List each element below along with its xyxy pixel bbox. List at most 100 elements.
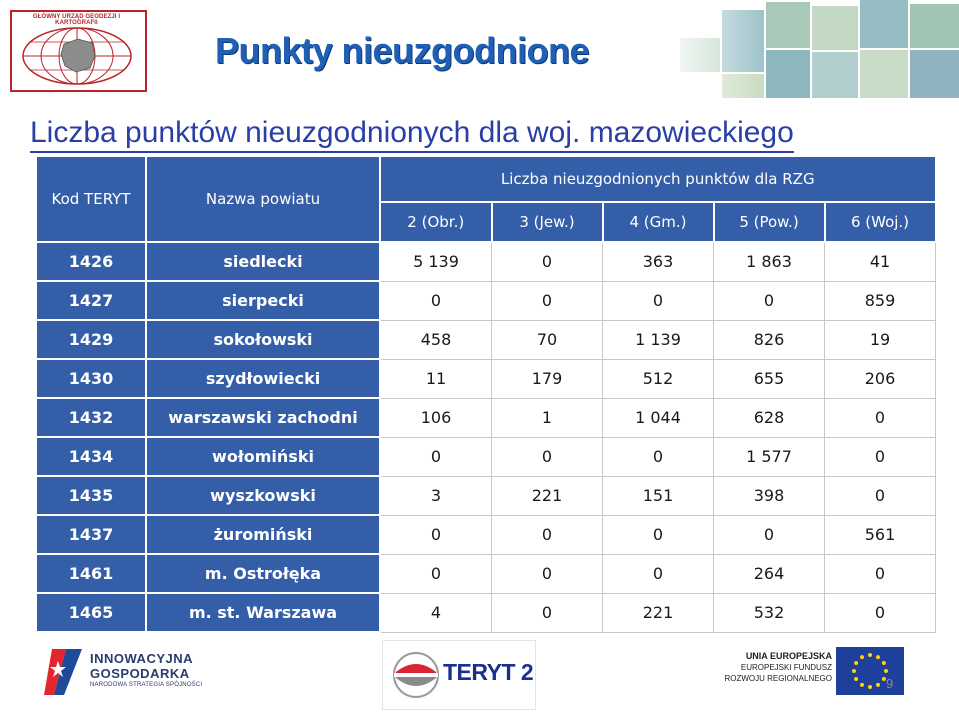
cell-value: 70 [491,319,603,360]
cell-value: 1 044 [602,397,714,438]
data-table: Kod TERYT Nazwa powiatu Liczba nieuzgodn… [35,155,937,633]
table-row: 1465 m. st. Warszawa 4 0 221 532 0 [35,592,936,633]
cell-value: 3 [379,475,492,516]
table-subtitle: Liczba punktów nieuzgodnionych dla woj. … [30,116,794,153]
cell-value: 106 [379,397,492,438]
column-header-nazwa-powiatu: Nazwa powiatu [145,155,381,243]
cell-value: 0 [824,475,936,516]
ig-star-icon [44,649,82,695]
cell-nazwa: m. Ostrołęka [145,553,381,594]
eu-line-3: ROZWOJU REGIONALNEGO [724,674,832,683]
cell-value: 0 [379,514,492,555]
cell-value: 0 [491,592,603,633]
cell-value: 532 [713,592,825,633]
cell-value: 1 577 [713,436,825,477]
cell-value: 11 [379,358,492,399]
cell-nazwa: m. st. Warszawa [145,592,381,633]
cell-kod: 1434 [35,436,147,477]
column-header-pow: 5 (Pow.) [712,201,826,243]
cell-value: 206 [824,358,936,399]
column-header-woj: 6 (Woj.) [823,201,937,243]
cell-value: 41 [824,241,936,282]
table-row: 1437 żuromiński 0 0 0 0 561 [35,514,936,555]
cell-value: 0 [602,436,714,477]
ig-line-3: NARODOWA STRATEGIA SPÓJNOŚCI [90,682,203,688]
eu-flag-icon [836,647,904,695]
cell-nazwa: wołomiński [145,436,381,477]
table-row: 1435 wyszkowski 3 221 151 398 0 [35,475,936,516]
ig-line-2: GOSPODARKA [90,666,190,681]
cell-value: 398 [713,475,825,516]
gugik-logo: GŁÓWNY URZĄD GEODEZJI I KARTOGRAFII [10,10,147,92]
globe-icon [22,27,132,85]
footer: INNOWACYJNA GOSPODARKA NARODOWA STRATEGI… [0,633,959,718]
cell-kod: 1461 [35,553,147,594]
cell-kod: 1429 [35,319,147,360]
cell-value: 0 [602,514,714,555]
cell-value: 0 [491,241,603,282]
cell-value: 1 863 [713,241,825,282]
cell-kod: 1435 [35,475,147,516]
cell-value: 0 [824,436,936,477]
table-row: 1427 sierpecki 0 0 0 0 859 [35,280,936,321]
gugik-logo-caption: GŁÓWNY URZĄD GEODEZJI I KARTOGRAFII [32,14,121,26]
cell-value: 221 [491,475,603,516]
cell-value: 19 [824,319,936,360]
cell-kod: 1426 [35,241,147,282]
cell-value: 0 [491,280,603,321]
cell-value: 0 [379,436,492,477]
cell-value: 0 [713,514,825,555]
cell-value: 0 [713,280,825,321]
column-header-jew: 3 (Jew.) [490,201,604,243]
map-mosaic-image [660,0,959,102]
cell-value: 561 [824,514,936,555]
cell-value: 179 [491,358,603,399]
cell-value: 0 [379,553,492,594]
cell-value: 0 [824,592,936,633]
cell-kod: 1437 [35,514,147,555]
innowacyjna-gospodarka-logo: INNOWACYJNA GOSPODARKA NARODOWA STRATEGI… [42,645,212,705]
column-header-gm: 4 (Gm.) [601,201,715,243]
cell-nazwa: wyszkowski [145,475,381,516]
cell-value: 0 [491,514,603,555]
cell-value: 0 [824,553,936,594]
page-title: Punkty nieuzgodnione [215,30,590,71]
table-row: 1430 szydłowiecki 11 179 512 655 206 [35,358,936,399]
ig-line-1: INNOWACYJNA [90,651,194,666]
eu-line-1: UNIA EUROPEJSKA [745,651,832,661]
table-row: 1429 sokołowski 458 70 1 139 826 19 [35,319,936,360]
cell-value: 0 [491,553,603,594]
column-header-kod-teryt: Kod TERYT [35,155,147,243]
data-table-container: Kod TERYT Nazwa powiatu Liczba nieuzgodn… [35,155,937,633]
cell-kod: 1432 [35,397,147,438]
cell-value: 1 [491,397,603,438]
cell-value: 264 [713,553,825,594]
cell-value: 655 [713,358,825,399]
cell-value: 4 [379,592,492,633]
eu-line-2: EUROPEJSKI FUNDUSZ [740,663,832,672]
cell-nazwa: sierpecki [145,280,381,321]
column-header-obr: 2 (Obr.) [379,201,493,243]
cell-value: 151 [602,475,714,516]
cell-value: 221 [602,592,714,633]
cell-kod: 1427 [35,280,147,321]
cell-value: 363 [602,241,714,282]
table-row: 1434 wołomiński 0 0 0 1 577 0 [35,436,936,477]
cell-kod: 1465 [35,592,147,633]
cell-value: 0 [602,280,714,321]
cell-value: 458 [379,319,492,360]
cell-value: 826 [713,319,825,360]
cell-kod: 1430 [35,358,147,399]
cell-value: 0 [824,397,936,438]
cell-value: 5 139 [379,241,492,282]
table-row: 1426 siedlecki 5 139 0 363 1 863 41 [35,241,936,282]
cell-value: 628 [713,397,825,438]
cell-value: 859 [824,280,936,321]
cell-value: 1 139 [602,319,714,360]
cell-nazwa: szydłowiecki [145,358,381,399]
page-number: 9 [886,676,894,691]
teryt-emblem-icon [393,652,439,698]
table-row: 1432 warszawski zachodni 106 1 1 044 628… [35,397,936,438]
cell-nazwa: warszawski zachodni [145,397,381,438]
column-group-header: Liczba nieuzgodnionych punktów dla RZG [379,155,937,203]
